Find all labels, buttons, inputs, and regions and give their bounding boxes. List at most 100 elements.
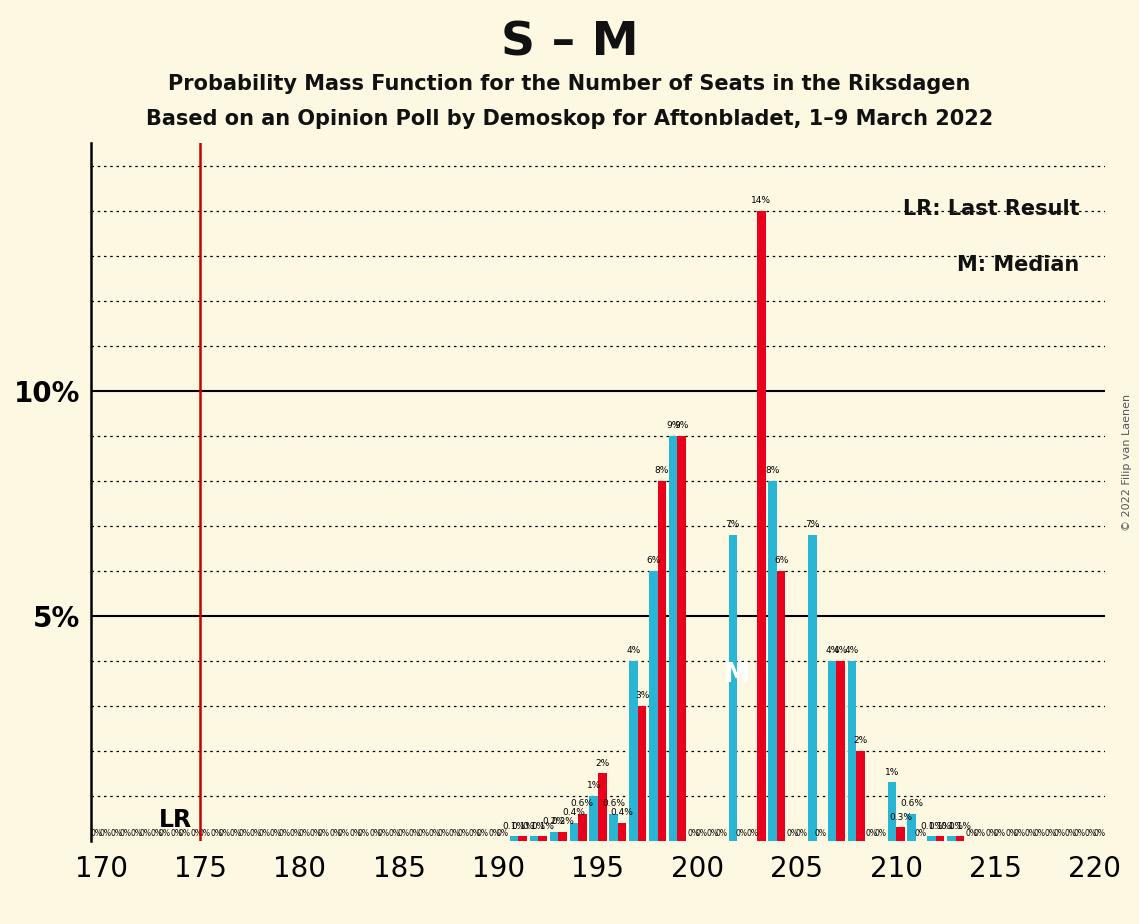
Text: 0%: 0% [417, 829, 429, 838]
Text: 0%: 0% [468, 829, 481, 838]
Text: 0%: 0% [497, 829, 509, 838]
Bar [570, 823, 579, 841]
Bar [927, 836, 936, 841]
Text: 0.1%: 0.1% [920, 822, 943, 831]
Text: © 2022 Filip van Laenen: © 2022 Filip van Laenen [1122, 394, 1132, 530]
Bar [510, 836, 518, 841]
Text: 0%: 0% [437, 829, 449, 838]
Text: 0%: 0% [99, 829, 112, 838]
Text: 0%: 0% [198, 829, 211, 838]
Text: 0%: 0% [159, 829, 171, 838]
Text: 0%: 0% [150, 829, 163, 838]
Text: 0%: 0% [1093, 829, 1105, 838]
Text: 0%: 0% [428, 829, 441, 838]
Text: 0%: 0% [329, 829, 342, 838]
Text: 0%: 0% [278, 829, 290, 838]
Text: 6%: 6% [646, 556, 661, 565]
Bar [678, 436, 686, 841]
Text: 0%: 0% [795, 829, 808, 838]
Bar [598, 773, 607, 841]
Text: 0%: 0% [230, 829, 241, 838]
Text: S – M: S – M [501, 20, 638, 66]
Text: 0%: 0% [190, 829, 202, 838]
Text: 2%: 2% [595, 759, 609, 768]
Text: 0%: 0% [398, 829, 410, 838]
Text: 9%: 9% [674, 421, 689, 431]
Text: 0.1%: 0.1% [502, 822, 526, 831]
Text: 0.1%: 0.1% [949, 822, 972, 831]
Text: 0%: 0% [369, 829, 382, 838]
Text: 4%: 4% [626, 647, 640, 655]
Text: 0%: 0% [289, 829, 302, 838]
Text: 1%: 1% [587, 782, 601, 790]
Text: 0%: 0% [915, 829, 926, 838]
Text: 0.6%: 0.6% [900, 799, 924, 808]
Text: 0%: 0% [270, 829, 281, 838]
Text: 0%: 0% [298, 829, 310, 838]
Bar [657, 480, 666, 841]
Text: 0.4%: 0.4% [611, 808, 633, 818]
Bar [649, 571, 657, 841]
Text: 0%: 0% [388, 829, 401, 838]
Text: 0.1%: 0.1% [511, 822, 534, 831]
Text: 0%: 0% [179, 829, 191, 838]
Text: 8%: 8% [765, 467, 780, 475]
Text: LR: LR [159, 808, 192, 832]
Text: 0%: 0% [1065, 829, 1076, 838]
Text: Probability Mass Function for the Number of Seats in the Riksdagen: Probability Mass Function for the Number… [169, 74, 970, 94]
Text: 4%: 4% [825, 647, 839, 655]
Bar [530, 836, 539, 841]
Text: 0%: 0% [120, 829, 131, 838]
Text: 0.6%: 0.6% [603, 799, 625, 808]
Text: 8%: 8% [655, 467, 669, 475]
Text: 0%: 0% [477, 829, 489, 838]
Text: 0.1%: 0.1% [928, 822, 952, 831]
Bar [609, 814, 617, 841]
Text: 0.1%: 0.1% [523, 822, 546, 831]
Bar [669, 436, 678, 841]
Text: 0%: 0% [409, 829, 420, 838]
Text: 2%: 2% [853, 736, 868, 746]
Text: 0.2%: 0.2% [551, 818, 574, 826]
Bar [638, 706, 646, 841]
Bar [550, 832, 558, 841]
Text: 3%: 3% [634, 691, 649, 700]
Bar [956, 836, 965, 841]
Text: LR: Last Result: LR: Last Result [903, 199, 1080, 219]
Text: 0%: 0% [1005, 829, 1017, 838]
Bar [857, 751, 865, 841]
Text: 0%: 0% [1044, 829, 1057, 838]
Text: 0.2%: 0.2% [542, 818, 565, 826]
Bar [617, 823, 626, 841]
Bar [589, 796, 598, 841]
Text: 0%: 0% [715, 829, 728, 838]
Bar [948, 836, 956, 841]
Text: 0%: 0% [219, 829, 230, 838]
Text: 0%: 0% [457, 829, 469, 838]
Text: 0%: 0% [238, 829, 251, 838]
Text: 0%: 0% [131, 829, 142, 838]
Text: 0%: 0% [318, 829, 330, 838]
Text: 0%: 0% [696, 829, 707, 838]
Text: 0%: 0% [1033, 829, 1046, 838]
Text: 0%: 0% [171, 829, 182, 838]
Text: 0%: 0% [1084, 829, 1097, 838]
Text: 1%: 1% [885, 768, 899, 777]
Text: 7%: 7% [726, 520, 740, 529]
Text: 0%: 0% [875, 829, 886, 838]
Text: 0%: 0% [974, 829, 986, 838]
Text: 0%: 0% [687, 829, 699, 838]
Text: 0%: 0% [358, 829, 370, 838]
Text: 9%: 9% [666, 421, 680, 431]
Text: 0%: 0% [378, 829, 390, 838]
Bar [518, 836, 527, 841]
Text: 7%: 7% [805, 520, 820, 529]
Bar [777, 571, 786, 841]
Text: 0%: 0% [310, 829, 321, 838]
Text: M: Median: M: Median [957, 255, 1080, 274]
Text: 0.1%: 0.1% [940, 822, 962, 831]
Text: 0%: 0% [985, 829, 998, 838]
Text: 0%: 0% [994, 829, 1006, 838]
Text: 0.3%: 0.3% [888, 813, 912, 822]
Text: 0%: 0% [1025, 829, 1036, 838]
